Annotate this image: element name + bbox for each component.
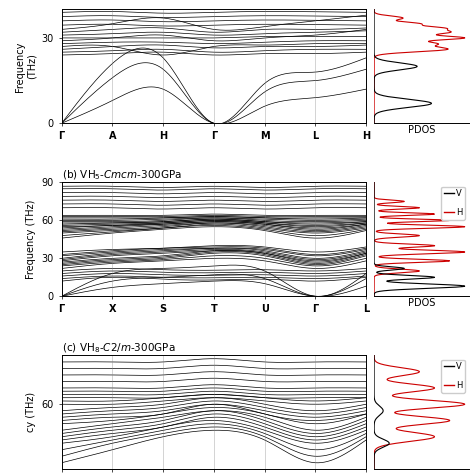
Legend: V, H: V, H (441, 187, 465, 219)
Y-axis label: Frequency
(THz): Frequency (THz) (15, 41, 36, 91)
Text: (c) VH$_8$-$C2/m$-300GPa: (c) VH$_8$-$C2/m$-300GPa (62, 342, 175, 356)
Y-axis label: cy (THz): cy (THz) (26, 392, 36, 432)
Y-axis label: Frequency (THz): Frequency (THz) (26, 200, 36, 279)
Text: (b) VH$_5$-$Cmcm$-300GPa: (b) VH$_5$-$Cmcm$-300GPa (62, 169, 182, 182)
X-axis label: PDOS: PDOS (408, 125, 436, 135)
Legend: V, H: V, H (441, 360, 465, 392)
X-axis label: PDOS: PDOS (408, 298, 436, 308)
